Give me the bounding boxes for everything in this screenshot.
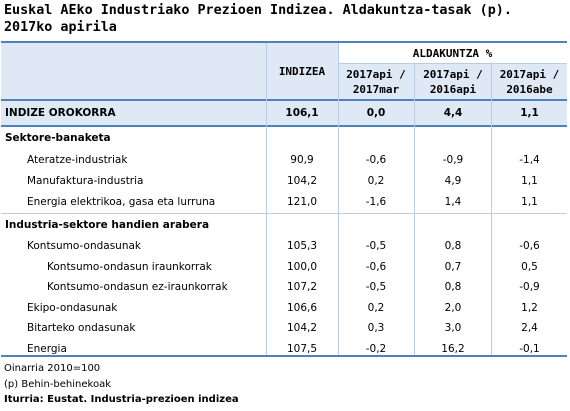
header-row: INDIZEA ALDAKUNTZA % 2017api / 2017mar 2… [1, 43, 567, 99]
title-line-2: 2017ko apirila [4, 20, 117, 35]
row-label: Energia elektrikoa, gasa eta lurruna [27, 195, 216, 208]
row-index: 107,2 [286, 281, 318, 294]
table-row: Kontsumo-ondasun iraunkorrak 100,0 -0,6 0,7… [1, 257, 567, 278]
general-label: INDIZE OROKORRA [1, 101, 266, 125]
table-row: Ekipo-ondasunak 106,6 0,2 2,0 1,2 [1, 298, 567, 319]
row-label: Kontsumo-ondasun ez-iraunkorrak [47, 281, 228, 294]
table-notes: Oinarria 2010=100 (p) Behin-behinekoak I… [4, 361, 239, 408]
row-index: 121,0 [286, 195, 318, 208]
row-change-year: 1,4 [444, 195, 462, 208]
header-bottom-rule [1, 99, 567, 101]
table-title: Euskal AEko Industriako Prezioen Indizea… [4, 2, 564, 36]
section-industry-heading: Industria-sektore handien arabera [5, 219, 210, 231]
header-col-month-line1: 2017api / [346, 67, 406, 81]
header-index: INDIZEA [266, 43, 338, 99]
row-index: 90,9 [290, 153, 314, 166]
price-index-table: INDIZEA ALDAKUNTZA % 2017api / 2017mar 2… [1, 41, 567, 357]
row-index: 107,5 [286, 342, 318, 355]
row-change-dec: 1,1 [521, 174, 538, 187]
title-line-1: Euskal AEko Industriako Prezioen Indizea… [4, 3, 512, 18]
row-change-dec: 1,2 [521, 301, 538, 314]
row-index: 104,2 [286, 174, 318, 187]
general-v1: 0,0 [338, 101, 414, 125]
col-divider-v2 [414, 64, 415, 355]
row-change-month: -0,6 [365, 260, 387, 273]
table-row: Energia 107,5 -0,2 16,2 -0,1 [1, 339, 567, 360]
row-change-month: -0,5 [365, 281, 387, 294]
row-label: Ekipo-ondasunak [27, 301, 118, 314]
row-change-dec: -0,9 [519, 281, 540, 294]
row-change-year: 3,0 [444, 322, 462, 335]
table-row: Energia elektrikoa, gasa eta lurruna 121,… [1, 191, 567, 212]
col-divider-index [266, 43, 267, 355]
header-col-year-line1: 2017api / [423, 67, 483, 81]
general-v2: 4,4 [415, 101, 491, 125]
general-row: INDIZE OROKORRA 106,1 0,0 4,4 1,1 [1, 101, 567, 125]
header-aldakuntza: ALDAKUNTZA % [412, 46, 493, 60]
general-v3: 1,1 [492, 101, 567, 125]
section-industry-row: Industria-sektore handien arabera [1, 214, 567, 236]
header-col-dec: 2017api / 2016abe [492, 64, 567, 99]
row-change-year: 2,0 [444, 301, 462, 314]
note-source: Iturria: Eustat. Industria-prezioen indi… [4, 394, 239, 405]
col-divider-v1 [338, 43, 339, 355]
header-label-cell [1, 43, 266, 99]
row-change-month: 0,2 [367, 174, 385, 187]
row-index: 105,3 [286, 240, 318, 253]
row-change-dec: 2,4 [521, 322, 538, 335]
general-bottom-rule [1, 125, 567, 127]
section-sector-row: Sektore-banaketa [1, 127, 567, 149]
header-col-dec-line1: 2017api / [499, 67, 560, 81]
row-change-dec: 0,5 [521, 260, 538, 273]
header-col-month-line2: 2017mar [352, 82, 400, 96]
row-change-month: 0,3 [367, 322, 385, 335]
row-index: 106,6 [286, 301, 318, 314]
row-index: 104,2 [286, 322, 318, 335]
row-change-month: -0,6 [365, 153, 387, 166]
row-change-year: 16,2 [441, 342, 465, 355]
row-label: Ateratze-industriak [27, 153, 128, 166]
row-label: Kontsumo-ondasunak [27, 240, 141, 253]
table-bottom-rule [1, 355, 567, 357]
section-sector-heading: Sektore-banaketa [5, 132, 111, 144]
note-provisional: (p) Behin-behinekoak [4, 378, 111, 390]
row-change-dec: -0,1 [519, 342, 540, 355]
row-label: Bitarteko ondasunak [27, 322, 136, 335]
row-label: Manufaktura-industria [27, 174, 144, 187]
header-col-month: 2017api / 2017mar [338, 64, 414, 99]
col-divider-v3 [491, 64, 492, 355]
general-index: 106,1 [266, 101, 338, 125]
row-change-year: -0,9 [442, 153, 464, 166]
row-change-year: 4,9 [444, 174, 462, 187]
row-change-month: -0,2 [365, 342, 387, 355]
row-label: Energia [27, 342, 67, 355]
row-change-dec: -1,4 [519, 153, 540, 166]
header-col-dec-line2: 2016abe [506, 82, 553, 96]
table-row: Kontsumo-ondasunak 105,3 -0,5 0,8 -0,6 [1, 236, 567, 257]
row-index: 100,0 [286, 260, 318, 273]
table-row: Bitarteko ondasunak 104,2 0,3 3,0 2,4 [1, 318, 567, 339]
table-row: Ateratze-industriak 90,9 -0,6 -0,9 -1,4 [1, 149, 567, 170]
row-change-month: -0,5 [365, 240, 387, 253]
row-change-year: 0,7 [444, 260, 462, 273]
row-change-dec: -0,6 [519, 240, 540, 253]
table-row: Kontsumo-ondasun ez-iraunkorrak 107,2 -0,5… [1, 277, 567, 298]
header-col-year: 2017api / 2016api [415, 64, 491, 99]
row-change-dec: 1,1 [521, 195, 538, 208]
section-divider [1, 213, 567, 214]
note-base: Oinarria 2010=100 [4, 363, 101, 374]
row-change-year: 0,8 [444, 281, 462, 294]
row-label: Kontsumo-ondasun iraunkorrak [47, 260, 212, 273]
row-change-month: -1,6 [365, 195, 387, 208]
header-subrule [338, 63, 567, 64]
table-row: Manufaktura-industria 104,2 0,2 4,9 1,1 [1, 170, 567, 191]
row-change-month: 0,2 [367, 301, 385, 314]
header-col-year-line2: 2016api [429, 82, 477, 96]
row-change-year: 0,8 [444, 240, 462, 253]
top-rule [1, 41, 567, 43]
